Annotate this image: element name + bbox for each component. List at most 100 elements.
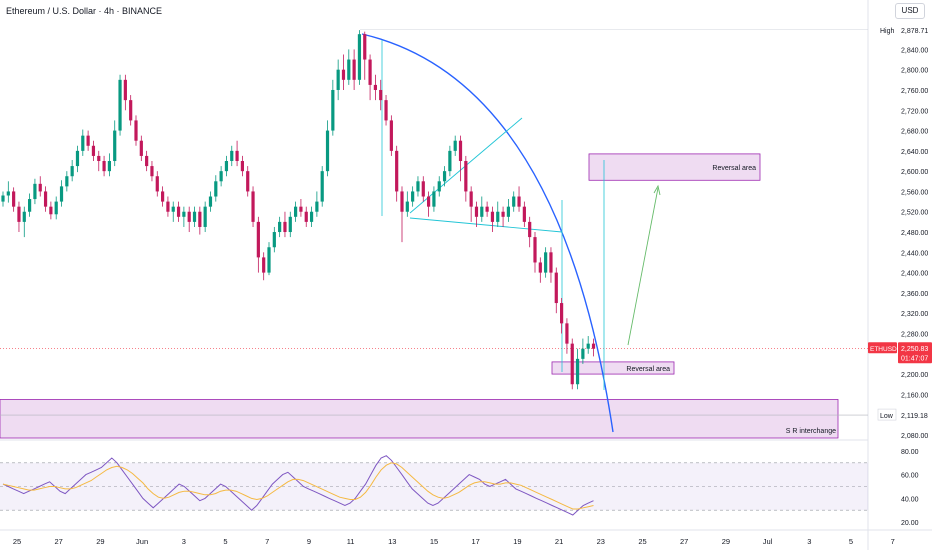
candle-body — [118, 79, 122, 131]
candle-body — [203, 206, 207, 227]
candle-body — [458, 140, 463, 162]
candle-body — [28, 199, 32, 212]
candle-body — [496, 211, 500, 222]
candle-body — [59, 186, 64, 202]
candle-body — [363, 34, 367, 60]
target-arrow-head — [653, 184, 661, 196]
candle-body — [352, 59, 356, 80]
candle-body — [129, 100, 133, 121]
candle-body — [139, 140, 143, 156]
candle-body — [86, 135, 90, 146]
price-tick-label: 2,520.00 — [901, 210, 928, 217]
candle-body — [357, 34, 362, 80]
candle-body — [134, 120, 138, 141]
candle-body — [474, 206, 479, 217]
candle-body — [379, 89, 383, 101]
price-tick-label: 2,440.00 — [901, 250, 928, 257]
candle-body — [166, 201, 170, 212]
candle-body — [549, 252, 553, 273]
price-tick-label: 2,640.00 — [901, 149, 928, 156]
candle-body — [208, 196, 213, 207]
symbol-tag-label: ETHUSD — [870, 346, 897, 353]
price-tick-label: 2,600.00 — [901, 169, 928, 176]
time-tick-label: 9 — [307, 537, 311, 546]
candle-body — [341, 69, 346, 80]
candle-body — [182, 211, 186, 217]
price-tick-label: 2,360.00 — [901, 291, 928, 298]
last-price-label: 2,250.83 — [901, 346, 928, 353]
candle-body — [150, 166, 154, 177]
time-tick-label: 27 — [55, 537, 63, 546]
price-tick-label: 2,080.00 — [901, 433, 928, 440]
candle-body — [38, 183, 42, 192]
candle-body — [49, 206, 53, 215]
candle-body — [267, 247, 271, 273]
candle-body — [81, 135, 85, 151]
candle-body — [517, 196, 521, 207]
candle-body — [33, 183, 37, 200]
countdown-label: 01:47:07 — [901, 355, 928, 362]
time-tick-label: Jul — [763, 537, 773, 546]
low-tag-label: Low — [880, 413, 894, 420]
time-tick-label: 17 — [472, 537, 480, 546]
candle-body — [368, 59, 372, 85]
candle-body — [320, 171, 324, 202]
time-tick-label: 3 — [807, 537, 811, 546]
low-tag-box — [877, 408, 897, 421]
candle-body — [288, 216, 292, 233]
candle-body — [251, 191, 255, 222]
candle-body — [145, 155, 149, 167]
time-tick-label: 7 — [891, 537, 895, 546]
rsi-tick-label: 60.00 — [901, 473, 919, 480]
candle-body — [501, 211, 505, 217]
candle-body — [192, 211, 197, 222]
candle-body — [272, 232, 276, 248]
zone-rect-3 — [0, 399, 839, 439]
candle-body — [161, 191, 165, 202]
price-tick-label: 2,480.00 — [901, 230, 928, 237]
candle-body — [538, 262, 542, 273]
candle-body — [416, 181, 420, 192]
candle-body — [309, 211, 314, 222]
high-value-box — [898, 23, 932, 35]
candle-body — [522, 206, 526, 222]
candle-body — [283, 221, 287, 233]
zone-label-3: S R interchange — [786, 428, 836, 435]
time-tick-label: 19 — [513, 537, 521, 546]
candle-body — [198, 211, 202, 227]
price-tick-label: 2,760.00 — [901, 88, 928, 95]
high-tag-label: High — [880, 28, 895, 35]
candle-body — [395, 150, 399, 192]
last-price-box — [898, 342, 932, 364]
time-tick-label: 3 — [182, 537, 186, 546]
candle-body — [187, 211, 191, 222]
candle-body — [17, 206, 21, 222]
price-tick-label: 2,200.00 — [901, 372, 928, 379]
candle-body — [54, 201, 58, 215]
candle-body — [294, 206, 298, 217]
high-value-label: 2,878.71 — [901, 28, 928, 35]
candle-body — [432, 191, 436, 207]
rsi-ma-line — [2, 462, 594, 510]
candle-body — [469, 191, 473, 207]
candle-body — [65, 176, 69, 187]
price-tick-label: 2,280.00 — [901, 331, 928, 338]
target-arrow-line — [627, 187, 659, 346]
candle-body — [224, 161, 229, 172]
candle-body — [6, 191, 10, 196]
time-tick-label: 21 — [555, 537, 563, 546]
candle-body — [347, 59, 351, 80]
zone-rect-2 — [551, 361, 675, 375]
currency-button[interactable]: USD — [895, 3, 925, 19]
low-value-label: 2,119.18 — [901, 413, 928, 420]
price-tick-label: 2,160.00 — [901, 392, 928, 399]
candle-body — [512, 196, 516, 207]
candle-body — [107, 161, 111, 172]
candle-body — [43, 191, 48, 207]
candle-body — [262, 257, 266, 273]
candle-body — [75, 150, 80, 167]
candle-body — [485, 206, 489, 212]
time-tick-label: 5 — [849, 537, 853, 546]
time-tick-label: 11 — [347, 537, 355, 546]
